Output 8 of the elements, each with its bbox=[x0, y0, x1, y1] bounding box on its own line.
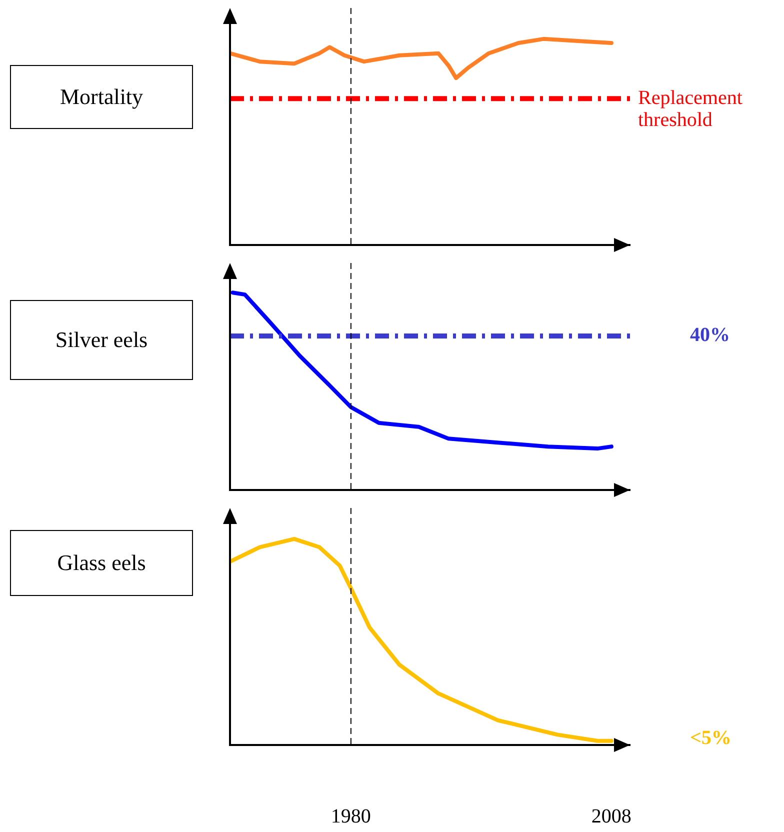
x-tick-label: 2008 bbox=[591, 805, 632, 828]
text: Mortality bbox=[10, 65, 193, 129]
ref-line-label: Replacement threshold bbox=[638, 86, 743, 131]
text: 40% bbox=[690, 324, 730, 346]
text: Silver eels bbox=[10, 300, 193, 380]
text: <5% bbox=[690, 727, 732, 750]
x-tick-label: 1980 bbox=[330, 805, 371, 828]
text: Glass eels bbox=[10, 530, 193, 596]
